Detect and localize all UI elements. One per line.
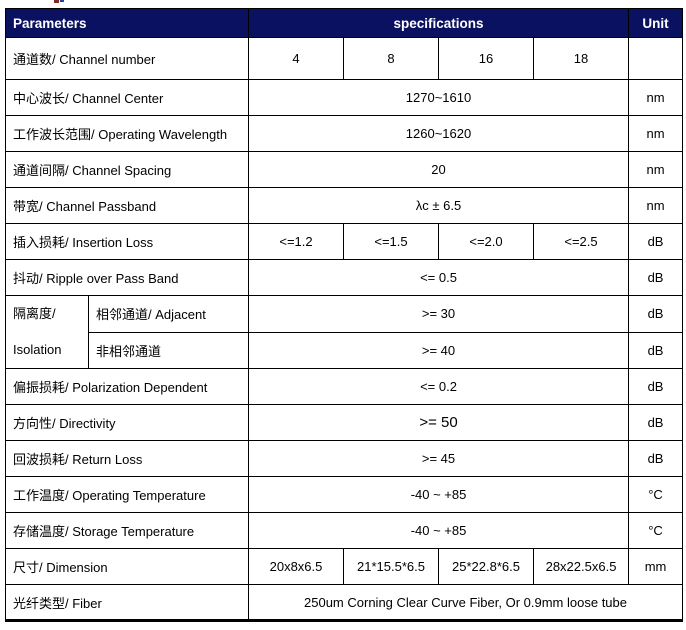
value-channel-passband: λc ± 6.5 [247,187,630,224]
row-return-loss: 回波损耗/ Return Loss >= 45 dB [5,440,684,477]
param-operating-wavelength: 工作波长范围/ Operating Wavelength [5,115,249,152]
value-dimension-2: 21*15.5*6.5 [343,548,439,585]
param-return-loss: 回波损耗/ Return Loss [5,440,249,477]
value-isolation-adjacent: >= 30 [247,295,630,333]
row-channel-passband: 带宽/ Channel Passband λc ± 6.5 nm [5,187,684,224]
unit-channel-passband: nm [628,187,684,224]
param-channel-center: 中心波长/ Channel Center [5,79,249,116]
unit-directivity: dB [628,404,684,441]
unit-insertion-loss: dB [628,223,684,260]
unit-operating-wavelength: nm [628,115,684,152]
header-parameters: Parameters [5,8,249,38]
param-channel-number: 通道数/ Channel number [5,37,249,80]
unit-dimension: mm [628,548,684,585]
row-operating-temperature: 工作温度/ Operating Temperature -40 ~ +85 °C [5,476,684,513]
unit-return-loss: dB [628,440,684,477]
row-storage-temperature: 存储温度/ Storage Temperature -40 ~ +85 °C [5,512,684,549]
param-isolation-adjacent: 相邻通道/ Adjacent [88,295,249,333]
param-dimension: 尺寸/ Dimension [5,548,249,585]
unit-isolation-adjacent: dB [628,295,684,333]
value-dimension-4: 28x22.5x6.5 [532,548,630,585]
specifications-table: Parameters specifications Unit 通道数/ Chan… [5,8,684,622]
unit-storage-temperature: °C [628,512,684,549]
cropped-text-fragment [54,0,66,3]
row-dimension: 尺寸/ Dimension 20x8x6.5 21*15.5*6.5 25*22… [5,548,684,585]
cropped-text-fragment-blue [60,0,64,2]
table-header-row: Parameters specifications Unit [5,8,684,38]
value-insertion-loss-1: <=1.2 [248,223,344,260]
value-channel-number-3: 16 [438,37,534,80]
row-polarization: 偏振损耗/ Polarization Dependent <= 0.2 dB [5,368,684,405]
row-ripple: 抖动/ Ripple over Pass Band <= 0.5 dB [5,259,684,296]
row-fiber: 光纤类型/ Fiber 250um Corning Clear Curve Fi… [5,584,684,621]
value-channel-spacing: 20 [247,151,630,188]
unit-polarization: dB [628,368,684,405]
value-polarization: <= 0.2 [247,368,630,405]
value-operating-wavelength: 1260~1620 [247,115,630,152]
unit-ripple: dB [628,259,684,296]
row-directivity: 方向性/ Directivity >= 50 dB [5,404,684,441]
param-isolation-non-adjacent: 非相邻通道 [88,331,249,369]
param-operating-temperature: 工作温度/ Operating Temperature [5,476,249,513]
param-isolation-group: 隔离度/ Isolation [5,295,89,369]
header-unit: Unit [628,8,684,38]
row-isolation-adjacent: 隔离度/ Isolation 相邻通道/ Adjacent >= 30 dB [5,295,684,369]
value-channel-number-2: 8 [343,37,439,80]
isolation-label-cn: 隔离度/ [13,306,56,321]
param-ripple: 抖动/ Ripple over Pass Band [5,259,249,296]
value-channel-center: 1270~1610 [247,79,630,116]
param-storage-temperature: 存储温度/ Storage Temperature [5,512,249,549]
param-fiber: 光纤类型/ Fiber [5,584,249,621]
value-fiber: 250um Corning Clear Curve Fiber, Or 0.9m… [247,584,684,621]
unit-channel-spacing: nm [628,151,684,188]
value-return-loss: >= 45 [247,440,630,477]
row-isolation-non-adjacent: 非相邻通道 >= 40 dB [6,331,684,369]
value-operating-temperature: -40 ~ +85 [247,476,630,513]
row-channel-center: 中心波长/ Channel Center 1270~1610 nm [5,79,684,116]
row-insertion-loss: 插入损耗/ Insertion Loss <=1.2 <=1.5 <=2.0 <… [5,223,684,260]
param-channel-spacing: 通道间隔/ Channel Spacing [5,151,249,188]
unit-isolation-non-adjacent: dB [628,331,684,369]
value-insertion-loss-3: <=2.0 [438,223,534,260]
value-channel-number-1: 4 [248,37,344,80]
isolation-label-en: Isolation [13,342,62,357]
unit-operating-temperature: °C [628,476,684,513]
value-ripple: <= 0.5 [247,259,630,296]
value-channel-number-4: 18 [532,37,630,80]
value-storage-temperature: -40 ~ +85 [247,512,630,549]
param-polarization: 偏振损耗/ Polarization Dependent [5,368,249,405]
param-insertion-loss: 插入损耗/ Insertion Loss [5,223,249,260]
unit-channel-center: nm [628,79,684,116]
cropped-text-fragment-red [54,0,59,3]
value-insertion-loss-2: <=1.5 [343,223,439,260]
value-directivity: >= 50 [247,404,630,441]
row-operating-wavelength: 工作波长范围/ Operating Wavelength 1260~1620 n… [5,115,684,152]
row-channel-number: 通道数/ Channel number 4 8 16 18 [5,37,684,80]
value-isolation-non-adjacent: >= 40 [247,331,630,369]
param-directivity: 方向性/ Directivity [5,404,249,441]
value-dimension-1: 20x8x6.5 [248,548,344,585]
value-insertion-loss-4: <=2.5 [532,223,630,260]
header-specifications: specifications [247,8,630,38]
row-channel-spacing: 通道间隔/ Channel Spacing 20 nm [5,151,684,188]
unit-channel-number [628,37,684,80]
param-channel-passband: 带宽/ Channel Passband [5,187,249,224]
value-dimension-3: 25*22.8*6.5 [438,548,534,585]
